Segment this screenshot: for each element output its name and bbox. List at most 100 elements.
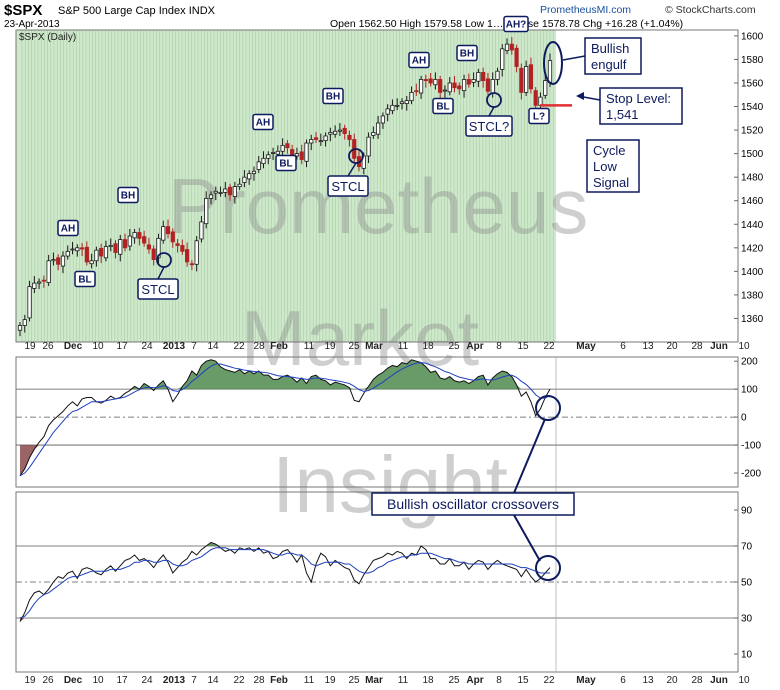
osc-x-tick-label: Jun	[710, 675, 728, 686]
candle-body	[371, 132, 376, 136]
annotation-connector	[157, 266, 165, 280]
candle-body	[70, 248, 75, 251]
candle-body	[461, 79, 467, 92]
annotation-label: AH	[61, 224, 75, 235]
price-y-tick-label: 1500	[741, 149, 764, 160]
osc2-y-tick-label: 90	[741, 506, 753, 517]
candle-body	[500, 48, 505, 70]
candle-body	[304, 142, 309, 162]
osc-x-tick-label: May	[576, 675, 596, 686]
description-text: S&P 500 Large Cap Index	[58, 5, 186, 17]
osc-x-tick-label: 25	[448, 675, 460, 686]
candle-body	[127, 235, 132, 247]
candle-body	[185, 249, 190, 263]
price-panel-frame	[15, 29, 739, 343]
callout-line: Bullish	[591, 41, 629, 56]
osc-x-tick-label: 22	[543, 675, 555, 686]
price-x-tick-label: 22	[543, 341, 555, 352]
price-x-tick-label: 11	[398, 341, 409, 352]
candle-body	[137, 232, 142, 239]
candle-body	[509, 43, 514, 51]
brand-link[interactable]: PrometheusMI.com	[540, 4, 632, 16]
osc-x-tick-label: 17	[116, 675, 128, 686]
candle-body	[490, 79, 495, 94]
exchange-text: INDX	[188, 5, 215, 17]
candle-body	[399, 101, 405, 104]
candle-body	[519, 67, 524, 93]
osc1-line	[19, 359, 551, 477]
candle-body	[418, 79, 424, 94]
candle-body	[204, 197, 209, 225]
price-x-tick-label: 20	[666, 341, 678, 352]
candle-body	[65, 250, 70, 257]
osc1-panel-frame	[15, 356, 739, 488]
annotation-box	[57, 219, 79, 237]
osc-x-tick-label: 8	[496, 675, 502, 686]
price-y-tick-label: 1440	[741, 220, 764, 231]
candle-body	[151, 248, 156, 260]
price-y-tick-label: 1380	[741, 290, 764, 301]
candle-body	[142, 236, 147, 244]
candle-body	[395, 104, 400, 107]
osc1-y-tick-label: -200	[741, 469, 761, 480]
osc1-signal-line	[19, 362, 551, 477]
callout-box	[599, 87, 683, 125]
candle-body	[366, 136, 371, 157]
osc1-y-tick-label: 0	[741, 413, 747, 424]
annotation-label: STCL	[141, 282, 174, 297]
price-y-tick-label: 1420	[741, 243, 764, 254]
candle-body	[404, 100, 409, 104]
price-x-tick-label: May	[576, 341, 596, 352]
candle-body	[256, 161, 261, 170]
price-x-tick-label: 25	[448, 341, 460, 352]
candle-body	[56, 257, 61, 265]
osc1-y-tick-label: 200	[741, 357, 758, 368]
osc-x-tick-label: Mar	[365, 675, 383, 686]
osc-x-tick-label: 13	[642, 675, 654, 686]
candle-body	[543, 80, 548, 96]
candle-body	[457, 85, 462, 90]
candle-body	[99, 247, 104, 257]
candle-body	[318, 140, 323, 143]
candle-body	[36, 281, 42, 284]
candle-body	[242, 176, 247, 183]
candle-body	[433, 79, 438, 86]
price-x-tick-label: 18	[422, 341, 434, 352]
candle-body	[390, 104, 395, 112]
candle-body	[504, 43, 510, 52]
osc-x-tick-label: 11	[398, 675, 409, 686]
osc-x-tick-label: 2013	[163, 675, 186, 686]
osc1-overbought-fill	[20, 359, 550, 390]
symbol-description: S&P 500 Large Cap Index INDX	[58, 5, 215, 17]
candle-body	[208, 194, 214, 199]
candle-body	[237, 183, 242, 187]
annotation-box	[503, 15, 529, 33]
candle-body	[438, 79, 443, 93]
candle-body	[342, 127, 347, 135]
candle-body	[156, 237, 161, 259]
candle-body	[524, 66, 529, 93]
osc-x-tick-label: 10	[92, 675, 104, 686]
annotation-label: BH	[326, 92, 340, 103]
annotation-box	[117, 186, 139, 204]
candle-body	[528, 64, 534, 90]
annotation-box	[528, 107, 550, 125]
stop-arrow-head	[576, 92, 584, 100]
osc-x-tick-label: 6	[620, 675, 626, 686]
callout-line: 1,541	[606, 107, 639, 122]
annotation-label: BH	[460, 49, 474, 60]
price-y-tick-label: 1520	[741, 126, 764, 137]
annotation-box	[74, 270, 96, 288]
candle-body	[380, 115, 385, 124]
candle-body	[118, 239, 123, 255]
annotation-label: AH?	[506, 20, 527, 31]
price-x-tick-label: Dec	[64, 341, 83, 352]
candle-body	[347, 134, 352, 140]
price-x-tick-label: 22	[233, 341, 245, 352]
price-x-tick-label: 2013	[163, 341, 186, 352]
annotation-box	[408, 51, 430, 69]
annotation-label: BL	[279, 159, 292, 170]
watermark-word: Prometheus	[168, 162, 589, 250]
price-x-tick-label: Mar	[365, 341, 383, 352]
